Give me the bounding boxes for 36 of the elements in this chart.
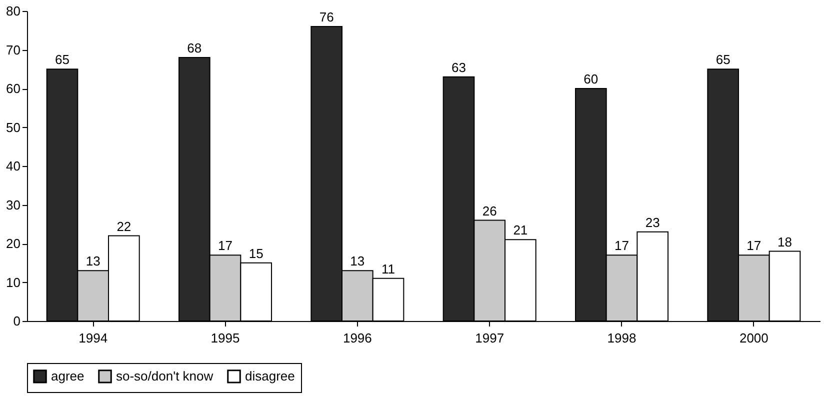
legend-label: disagree bbox=[245, 368, 295, 384]
x-tick-label: 1995 bbox=[210, 330, 240, 346]
y-tick-label: 10 bbox=[6, 274, 20, 290]
data-label: 18 bbox=[778, 234, 792, 250]
data-label: 65 bbox=[716, 52, 730, 68]
y-tick-label: 0 bbox=[13, 314, 20, 328]
x-tick-label: 2000 bbox=[739, 330, 768, 346]
data-label: 13 bbox=[350, 254, 365, 269]
y-tick-label: 60 bbox=[6, 81, 20, 96]
data-label: 11 bbox=[382, 261, 396, 276]
data-label: 17 bbox=[746, 238, 762, 254]
data-label: 15 bbox=[248, 246, 264, 261]
data-label: 65 bbox=[55, 52, 70, 68]
y-tick-label: 50 bbox=[6, 120, 20, 135]
y-tick-label: 30 bbox=[6, 197, 20, 212]
x-tick-label: 1994 bbox=[78, 330, 108, 346]
data-label: 17 bbox=[218, 238, 232, 254]
legend-label: so-so/don't know bbox=[116, 368, 214, 384]
legend-label: agree bbox=[51, 368, 84, 384]
data-label: 68 bbox=[187, 40, 202, 56]
data-label: 76 bbox=[319, 10, 334, 24]
y-tick-label: 80 bbox=[6, 4, 20, 18]
data-label: 63 bbox=[452, 60, 466, 75]
y-tick-label: 20 bbox=[6, 236, 20, 251]
x-tick-label: 1998 bbox=[607, 330, 636, 346]
data-label: 23 bbox=[645, 214, 660, 230]
data-label: 60 bbox=[584, 72, 598, 86]
y-tick-label: 40 bbox=[6, 158, 20, 174]
x-tick-label: 1997 bbox=[475, 330, 504, 346]
data-label: 17 bbox=[614, 238, 629, 254]
data-label: 26 bbox=[482, 203, 497, 218]
data-label: 22 bbox=[116, 218, 132, 234]
x-tick-label: 1996 bbox=[342, 330, 372, 346]
data-label: 13 bbox=[86, 254, 100, 269]
y-tick-label: 70 bbox=[6, 42, 20, 58]
data-label: 21 bbox=[513, 222, 528, 238]
